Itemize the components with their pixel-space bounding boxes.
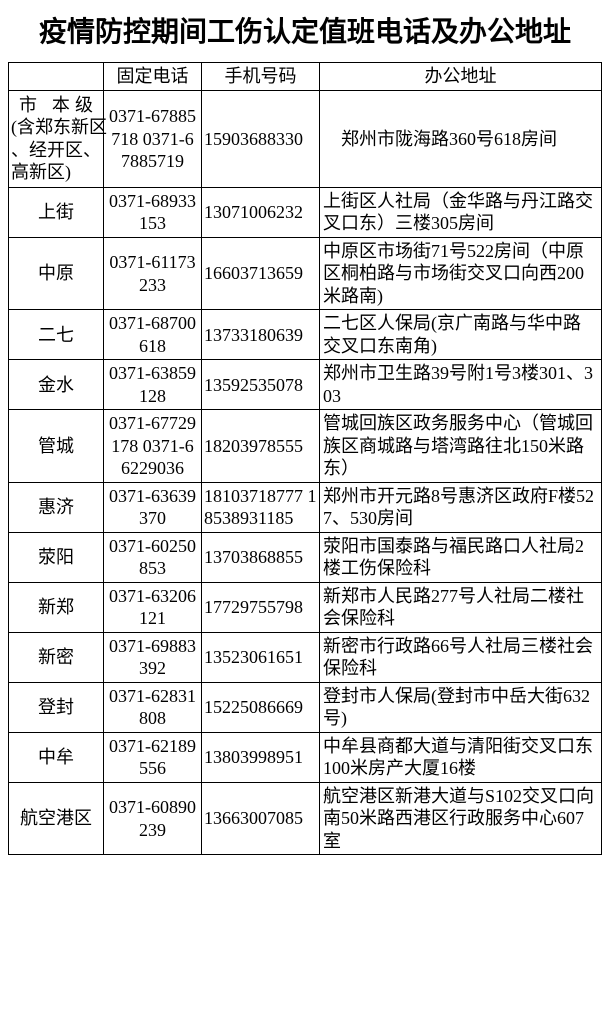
cell-district: 二七: [9, 310, 104, 360]
cell-addr: 管城回族区政务服务中心（管城回族区商城路与塔湾路往北150米路东）: [320, 410, 602, 483]
cell-district: 荥阳: [9, 532, 104, 582]
cell-addr: 二七区人保局(京广南路与华中路交叉口东南角): [320, 310, 602, 360]
cell-tel: 0371-68933153: [104, 187, 202, 237]
cell-mobile: 15903688330: [202, 90, 320, 187]
cell-district: 市 本级(含郑东新区 、经开区、 高新区): [9, 90, 104, 187]
cell-mobile: 13803998951: [202, 732, 320, 782]
cell-mobile: 18103718777 18538931185: [202, 482, 320, 532]
table-row: 上街0371-6893315313071006232上街区人社局（金华路与丹江路…: [9, 187, 602, 237]
cell-addr: 郑州市开元路8号惠济区政府F楼527、530房间: [320, 482, 602, 532]
cell-mobile: 16603713659: [202, 237, 320, 310]
header-addr: 办公地址: [320, 63, 602, 91]
cell-district: 金水: [9, 360, 104, 410]
table-row: 新密0371-6988339213523061651新密市行政路66号人社局三楼…: [9, 632, 602, 682]
cell-tel: 0371-62189556: [104, 732, 202, 782]
table-row: 中牟0371-6218955613803998951中牟县商都大道与清阳街交叉口…: [9, 732, 602, 782]
table-row: 登封0371-6283180815225086669登封市人保局(登封市中岳大街…: [9, 682, 602, 732]
cell-district: 管城: [9, 410, 104, 483]
cell-mobile: 13592535078: [202, 360, 320, 410]
cell-tel: 0371-60250853: [104, 532, 202, 582]
cell-tel: 0371-63639370: [104, 482, 202, 532]
header-tel: 固定电话: [104, 63, 202, 91]
cell-addr: 荥阳市国泰路与福民路口人社局2楼工伤保险科: [320, 532, 602, 582]
cell-tel: 0371-60890239: [104, 782, 202, 855]
cell-tel: 0371-67729178 0371-66229036: [104, 410, 202, 483]
cell-district: 惠济: [9, 482, 104, 532]
table-row: 中原0371-6117323316603713659中原区市场街71号522房间…: [9, 237, 602, 310]
cell-mobile: 17729755798: [202, 582, 320, 632]
page-title: 疫情防控期间工伤认定值班电话及办公地址: [8, 14, 602, 50]
header-district: [9, 63, 104, 91]
table-row: 管城0371-67729178 0371-6622903618203978555…: [9, 410, 602, 483]
cell-addr: 新郑市人民路277号人社局二楼社会保险科: [320, 582, 602, 632]
cell-addr: 中牟县商都大道与清阳街交叉口东100米房产大厦16楼: [320, 732, 602, 782]
table-row: 市 本级(含郑东新区 、经开区、 高新区)0371-67885718 0371-…: [9, 90, 602, 187]
cell-mobile: 15225086669: [202, 682, 320, 732]
table-row: 航空港区0371-6089023913663007085航空港区新港大道与S10…: [9, 782, 602, 855]
cell-district: 中原: [9, 237, 104, 310]
table-row: 惠济0371-6363937018103718777 18538931185郑州…: [9, 482, 602, 532]
cell-mobile: 13071006232: [202, 187, 320, 237]
cell-mobile: 13703868855: [202, 532, 320, 582]
cell-district: 航空港区: [9, 782, 104, 855]
table-row: 新郑0371-6320612117729755798新郑市人民路277号人社局二…: [9, 582, 602, 632]
cell-mobile: 13733180639: [202, 310, 320, 360]
cell-district: 新密: [9, 632, 104, 682]
cell-addr: 新密市行政路66号人社局三楼社会保险科: [320, 632, 602, 682]
cell-tel: 0371-68700618: [104, 310, 202, 360]
cell-tel: 0371-62831808: [104, 682, 202, 732]
header-mobile: 手机号码: [202, 63, 320, 91]
cell-mobile: 13663007085: [202, 782, 320, 855]
cell-addr: 航空港区新港大道与S102交叉口向南50米路西港区行政服务中心607室: [320, 782, 602, 855]
table-row: 金水0371-6385912813592535078 郑州市卫生路39号附1号3…: [9, 360, 602, 410]
cell-addr: 上街区人社局（金华路与丹江路交叉口东）三楼305房间: [320, 187, 602, 237]
cell-mobile: 13523061651: [202, 632, 320, 682]
table-row: 二七0371-6870061813733180639二七区人保局(京广南路与华中…: [9, 310, 602, 360]
cell-district: 登封: [9, 682, 104, 732]
cell-mobile: 18203978555: [202, 410, 320, 483]
cell-addr: 登封市人保局(登封市中岳大街632号): [320, 682, 602, 732]
cell-tel: 0371-67885718 0371-67885719: [104, 90, 202, 187]
cell-addr: 郑州市卫生路39号附1号3楼301、303: [320, 360, 602, 410]
contact-table: 固定电话 手机号码 办公地址 市 本级(含郑东新区 、经开区、 高新区)0371…: [8, 62, 602, 855]
cell-tel: 0371-69883392: [104, 632, 202, 682]
cell-addr: 郑州市陇海路360号618房间: [320, 90, 602, 187]
table-header-row: 固定电话 手机号码 办公地址: [9, 63, 602, 91]
cell-tel: 0371-61173233: [104, 237, 202, 310]
cell-district: 新郑: [9, 582, 104, 632]
cell-addr: 中原区市场街71号522房间（中原区桐柏路与市场街交叉口向西200米路南): [320, 237, 602, 310]
cell-tel: 0371-63206121: [104, 582, 202, 632]
cell-district: 上街: [9, 187, 104, 237]
cell-district: 中牟: [9, 732, 104, 782]
cell-tel: 0371-63859128: [104, 360, 202, 410]
table-row: 荥阳0371-6025085313703868855荥阳市国泰路与福民路口人社局…: [9, 532, 602, 582]
